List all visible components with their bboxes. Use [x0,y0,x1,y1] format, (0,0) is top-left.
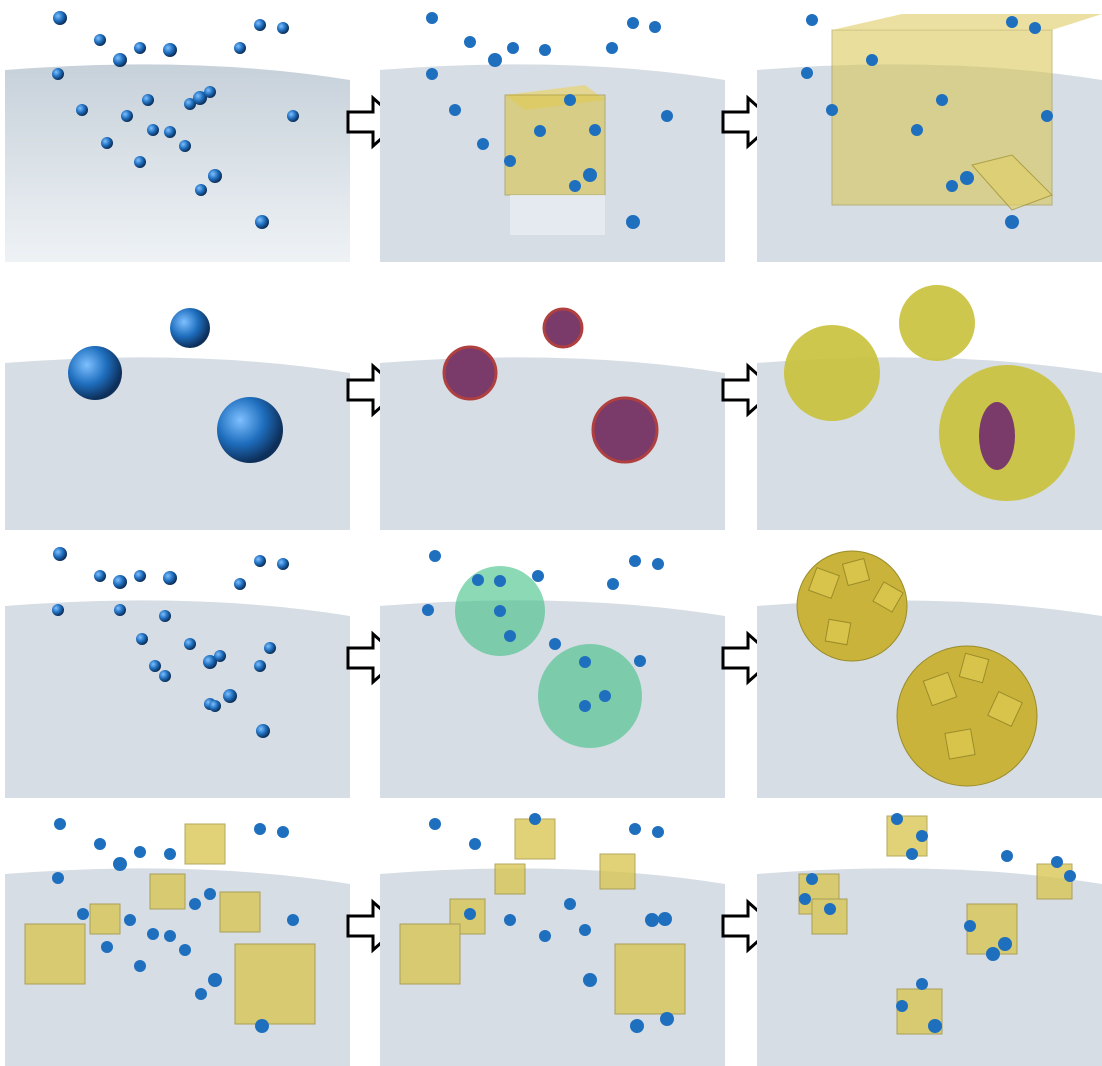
panel-a2 [380,0,725,262]
row-c: c) [0,536,1102,798]
panel-d3 [757,804,1102,1066]
panel-b2 [380,268,725,530]
particles-icon [52,547,289,738]
panel-d1 [5,804,350,1066]
layered-shells-icon [784,285,1075,501]
panel-a1 [5,0,350,262]
particles-with-cubes-icon [24,818,316,1033]
panel-d2 [380,804,725,1066]
panel-c3 [757,536,1102,798]
panel-b3 [757,268,1102,530]
row-a: a) [0,0,1102,262]
row-d: d) [0,804,1102,1066]
decorated-cubes-icon [798,813,1076,1035]
blue-spheres-icon [68,308,283,463]
panel-b1 [5,268,350,530]
panel-a3 [757,0,1102,262]
particles-attaching-icon [399,813,686,1033]
cube-cluster-icon [796,550,1038,787]
growing-cube-icon [504,85,606,235]
coated-spheres-icon [442,307,659,464]
panel-c1 [5,536,350,798]
particles-icon [52,11,299,229]
row-b: b) [0,268,1102,530]
panel-c2 [380,536,725,798]
